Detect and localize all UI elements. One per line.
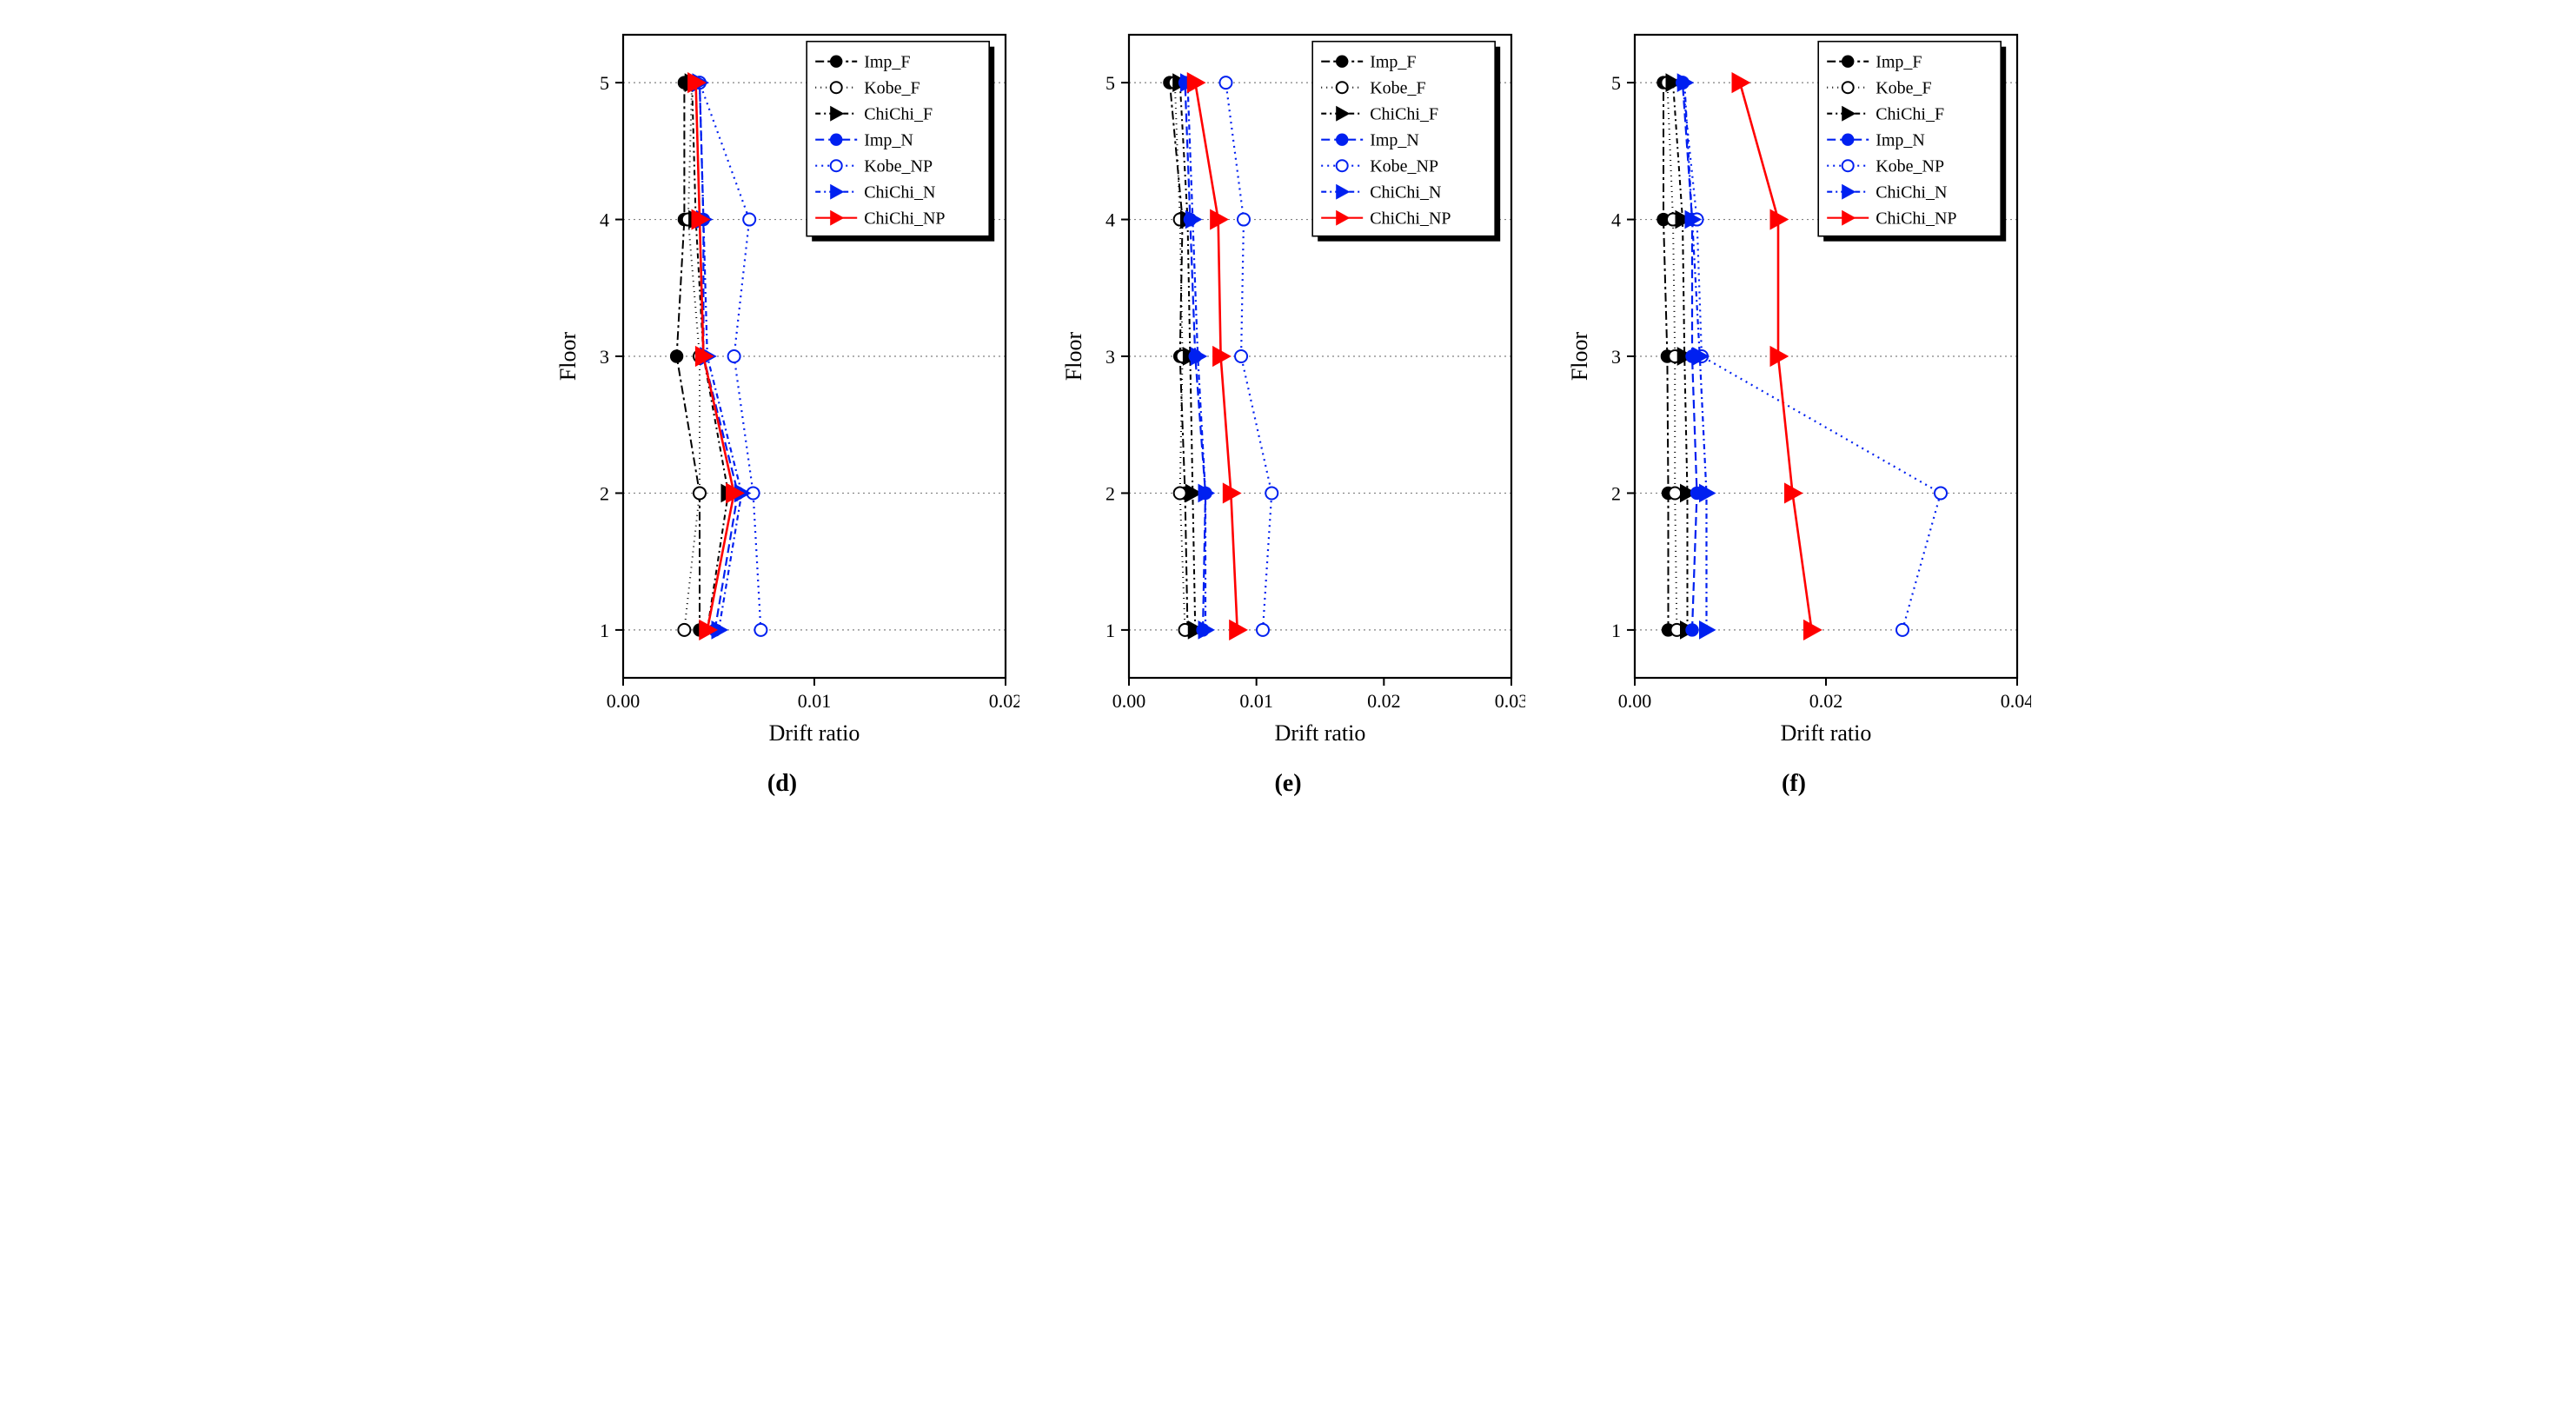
legend-label: ChiChi_F [1370, 105, 1438, 124]
ytick-label: 3 [600, 346, 609, 368]
legend-label: Imp_N [1370, 131, 1419, 150]
xtick-label: 0.01 [798, 690, 832, 712]
ytick-label: 5 [1105, 72, 1115, 94]
y-axis-label: Floor [1061, 331, 1086, 381]
xtick-label: 0.00 [1618, 690, 1652, 712]
legend-label: ChiChi_N [864, 183, 935, 202]
legend-label: ChiChi_F [864, 105, 933, 124]
legend-label: ChiChi_N [1876, 183, 1947, 202]
legend-label: Kobe_NP [864, 157, 933, 176]
legend-label: Kobe_F [1876, 79, 1931, 98]
legend-label: Imp_F [1370, 53, 1416, 72]
panel-sublabel: (d) [767, 770, 797, 798]
xtick-label: 0.02 [1809, 690, 1843, 712]
legend-label: Imp_N [1876, 131, 1925, 150]
ytick-label: 4 [1105, 209, 1115, 231]
xtick-label: 0.03 [1495, 690, 1525, 712]
ytick-label: 3 [1105, 346, 1115, 368]
chart-f: 0.00 0.02 0.04 1 2 3 4 5 Drift ratio Floor Imp_F Ko… [1557, 17, 2031, 765]
legend-label: ChiChi_NP [1370, 209, 1451, 229]
legend-label: Imp_F [1876, 53, 1922, 72]
legend-label: Kobe_NP [1370, 157, 1438, 176]
ytick-label: 4 [600, 209, 609, 231]
ytick-label: 1 [600, 620, 609, 641]
ytick-label: 3 [1611, 346, 1621, 368]
legend-label: ChiChi_F [1876, 105, 1944, 124]
panel-e: 0.00 0.01 0.02 0.03 1 2 3 4 5 Drift ratio Floor Imp… [1051, 17, 1525, 798]
legend-label: ChiChi_N [1370, 183, 1441, 202]
legend-label: Kobe_F [1370, 79, 1425, 98]
x-axis-label: Drift ratio [769, 720, 860, 746]
ytick-label: 5 [1611, 72, 1621, 94]
ytick-label: 4 [1611, 209, 1621, 231]
panel-sublabel: (e) [1274, 770, 1301, 798]
chart-d: 0.00 0.01 0.02 1 2 3 4 5 Drift ratio Floor Imp_F Ko… [545, 17, 1019, 765]
panel-d: 0.00 0.01 0.02 1 2 3 4 5 Drift ratio Floor Imp_F Ko… [545, 17, 1019, 798]
legend-label: ChiChi_NP [1876, 209, 1956, 229]
panel-sublabel: (f) [1782, 770, 1806, 798]
ytick-label: 1 [1611, 620, 1621, 641]
xtick-label: 0.01 [1239, 690, 1273, 712]
ytick-label: 2 [1105, 482, 1115, 504]
x-axis-label: Drift ratio [1275, 720, 1366, 746]
legend-label: Imp_F [864, 53, 910, 72]
ytick-label: 1 [1105, 620, 1115, 641]
xtick-label: 0.00 [607, 690, 641, 712]
xtick-label: 0.00 [1112, 690, 1146, 712]
legend-label: Imp_N [864, 131, 913, 150]
chart-panels: 0.00 0.01 0.02 1 2 3 4 5 Drift ratio Floor Imp_F Ko… [17, 17, 2559, 798]
ytick-label: 2 [1611, 482, 1621, 504]
panel-f: 0.00 0.02 0.04 1 2 3 4 5 Drift ratio Floor Imp_F Ko… [1557, 17, 2031, 798]
xtick-label: 0.02 [989, 690, 1019, 712]
chart-e: 0.00 0.01 0.02 0.03 1 2 3 4 5 Drift ratio Floor Imp… [1051, 17, 1525, 765]
y-axis-label: Floor [555, 331, 581, 381]
legend-label: ChiChi_NP [864, 209, 945, 229]
x-axis-label: Drift ratio [1781, 720, 1872, 746]
ytick-label: 2 [600, 482, 609, 504]
legend-label: Kobe_NP [1876, 157, 1944, 176]
xtick-label: 0.04 [2001, 690, 2031, 712]
legend-label: Kobe_F [864, 79, 920, 98]
ytick-label: 5 [600, 72, 609, 94]
xtick-label: 0.02 [1367, 690, 1401, 712]
y-axis-label: Floor [1567, 331, 1592, 381]
